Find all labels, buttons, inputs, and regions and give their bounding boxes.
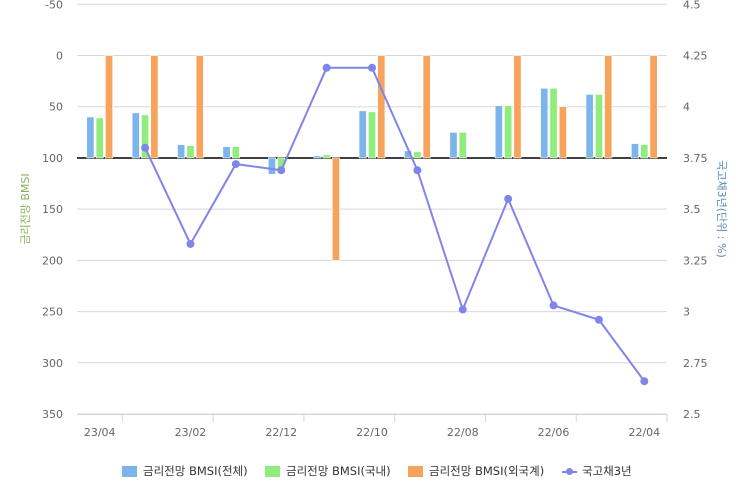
bar (458, 132, 467, 159)
right-tick-label: 4 (683, 101, 690, 114)
bar (513, 55, 522, 159)
right-tick-label: 3.25 (683, 254, 708, 267)
bar (368, 111, 376, 159)
bar (195, 55, 204, 159)
left-y-axis: -50 0 50 100 150 200 250 300 350 (42, 0, 63, 421)
bar (540, 87, 549, 159)
right-tick-label: 4.25 (683, 50, 708, 63)
line-marker (231, 160, 240, 169)
line-marker (504, 194, 513, 203)
bar (177, 144, 186, 159)
x-axis: 23/04 23/02 22/12 22/10 22/08 22/06 22/04 (77, 414, 668, 439)
square-swatch-icon (408, 465, 423, 477)
bar (131, 112, 140, 159)
bar (358, 110, 367, 159)
line-marker (594, 315, 603, 324)
bar (594, 94, 603, 159)
bar (640, 144, 649, 159)
left-tick-label: 100 (42, 152, 63, 165)
bar (86, 116, 95, 159)
left-tick-label: 150 (42, 203, 63, 216)
bar (95, 117, 104, 159)
bar (141, 114, 150, 159)
line-marker (368, 63, 376, 72)
legend-label: 국고채3년 (582, 464, 632, 478)
right-tick-label: 4.5 (683, 0, 701, 11)
line-marker (322, 63, 331, 72)
line-marker (458, 305, 467, 314)
left-tick-label: 50 (49, 101, 63, 114)
x-tick-label: 22/10 (356, 426, 388, 439)
legend-label: 금리전망 BMSI(국내) (286, 464, 391, 478)
line-marker (640, 377, 649, 386)
bar (504, 105, 513, 159)
right-tick-label: 2.75 (683, 357, 708, 370)
bar (186, 145, 195, 159)
legend-label: 금리전망 BMSI(전체) (143, 464, 248, 478)
left-tick-label: 350 (42, 408, 63, 421)
gridlines (77, 3, 667, 415)
right-tick-label: 2.5 (683, 408, 701, 421)
line-marker (186, 239, 195, 248)
bar (631, 143, 639, 159)
bar (322, 154, 331, 159)
line-marker (413, 166, 422, 175)
legend-item-bmsi-total[interactable]: 금리전망 BMSI(전체) (122, 459, 248, 483)
x-tick-label: 22/06 (538, 426, 570, 439)
right-y-axis: 4.5 4.25 4 3.75 3.5 3.25 3 2.75 2.5 (683, 0, 708, 421)
left-tick-label: 0 (56, 50, 63, 63)
left-tick-label: 300 (42, 357, 63, 370)
legend-item-ktb-3y[interactable]: 국고채3년 (562, 459, 632, 483)
line-marker (141, 143, 150, 152)
right-tick-label: 3.75 (683, 152, 708, 165)
bar (331, 157, 340, 261)
legend-label: 금리전망 BMSI(외국계) (429, 464, 545, 478)
line-marker (549, 301, 558, 310)
line-path (144, 66, 646, 382)
bar (422, 55, 431, 159)
bar (649, 55, 658, 159)
left-tick-label: 250 (42, 306, 63, 319)
right-tick-label: 3.5 (683, 203, 701, 216)
bar (558, 106, 567, 159)
bar (222, 146, 231, 159)
legend-item-bmsi-domestic[interactable]: 금리전망 BMSI(국내) (265, 459, 391, 483)
bar (413, 151, 422, 159)
line-series (141, 63, 649, 386)
chart-canvas: -50 0 50 100 150 200 250 300 350 4.5 4.25 4 3.75 3.5… (19, 0, 728, 439)
bar (105, 55, 113, 159)
x-tick-label: 23/04 (84, 426, 116, 439)
left-tick-label: -50 (45, 0, 63, 11)
right-tick-label: 3 (683, 306, 690, 319)
bar (267, 157, 276, 175)
square-swatch-icon (265, 465, 280, 477)
bar (231, 146, 240, 159)
bar (313, 155, 322, 159)
left-axis-title: 금리전망 BMSI (19, 173, 32, 244)
bar (494, 105, 503, 159)
bar-series (86, 55, 658, 261)
legend-item-bmsi-foreign[interactable]: 금리전망 BMSI(외국계) (408, 459, 544, 483)
right-axis-title: 국고채3년(단위 : %) (715, 160, 728, 257)
bar (604, 55, 613, 159)
x-tick-label: 22/08 (447, 426, 479, 439)
x-tick-label: 22/04 (628, 426, 660, 439)
x-tick-label: 23/02 (175, 426, 207, 439)
line-marker-icon (562, 466, 577, 477)
bar (585, 94, 594, 159)
left-tick-label: 200 (42, 254, 63, 267)
bar (449, 132, 458, 159)
x-tick-label: 22/12 (265, 426, 297, 439)
bar (549, 87, 558, 159)
bar (377, 55, 386, 159)
square-swatch-icon (122, 465, 137, 477)
bar (150, 55, 159, 159)
line-marker (277, 166, 286, 175)
legend: 금리전망 BMSI(전체) 금리전망 BMSI(국내) 금리전망 BMSI(외국… (0, 459, 751, 483)
